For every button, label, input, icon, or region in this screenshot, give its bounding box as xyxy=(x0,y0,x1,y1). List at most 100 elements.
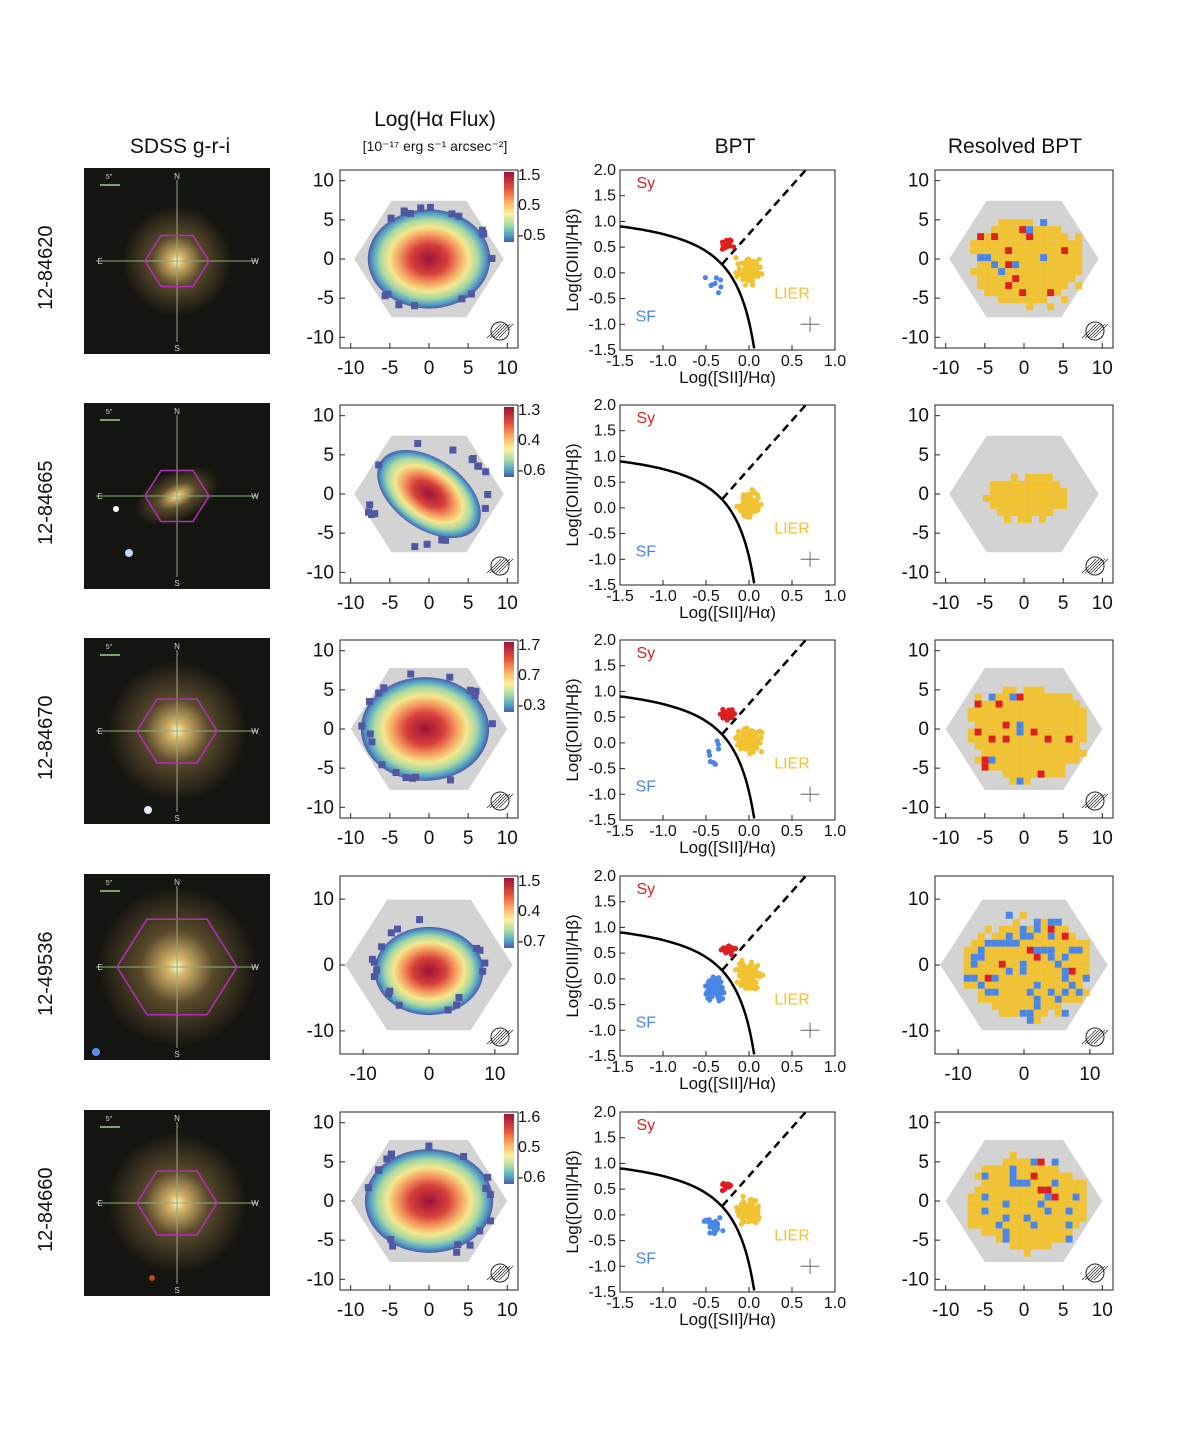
bpt-y-tick-label: 0.0 xyxy=(594,971,616,988)
sf-point xyxy=(707,752,713,758)
colorbar-tick-label: -0.3 xyxy=(518,697,546,714)
sy-spaxel xyxy=(1002,721,1010,729)
sy-point xyxy=(728,709,734,715)
lier-spaxel xyxy=(1075,268,1083,276)
lier-spaxel xyxy=(1012,282,1020,290)
bpt-y-axis-label: Log([OIII]/Hβ) xyxy=(563,914,582,1017)
sf-point xyxy=(707,1230,713,1236)
lier-point xyxy=(735,261,741,267)
beam-hatch xyxy=(492,1029,508,1045)
lier-spaxel xyxy=(1058,1200,1066,1208)
sf-spaxel xyxy=(977,981,985,989)
lier-spaxel xyxy=(1054,981,1062,989)
compass-south: S xyxy=(174,1050,179,1059)
lier-spaxel xyxy=(1047,303,1055,311)
lier-point xyxy=(746,1204,752,1210)
lier-spaxel xyxy=(991,967,999,975)
sf-point xyxy=(718,284,724,290)
beam-hatch xyxy=(1081,323,1097,339)
lier-spaxel xyxy=(1040,282,1048,290)
lier-spaxel xyxy=(1038,501,1046,509)
lier-spaxel xyxy=(1005,219,1013,227)
lier-spaxel xyxy=(1040,925,1048,933)
x-tick-label: -5 xyxy=(976,593,993,614)
sf-spaxel xyxy=(1065,1207,1073,1215)
lier-spaxel xyxy=(1047,261,1055,269)
sf-spaxel xyxy=(1012,261,1020,269)
y-tick-label: -10 xyxy=(902,1269,929,1290)
lier-spaxel xyxy=(1044,700,1052,708)
lier-spaxel xyxy=(1065,1172,1073,1180)
lier-spaxel xyxy=(1024,473,1032,481)
lier-spaxel xyxy=(1061,275,1069,283)
lier-spaxel xyxy=(1075,953,1083,961)
lier-spaxel xyxy=(1051,1214,1059,1222)
lier-spaxel xyxy=(1002,756,1010,764)
lier-spaxel xyxy=(1068,932,1076,940)
lier-spaxel xyxy=(1023,1242,1031,1250)
bpt-x-tick-label: 1.0 xyxy=(824,588,846,605)
beam-hatch xyxy=(489,793,505,809)
lier-spaxel xyxy=(1058,1235,1066,1243)
lier-spaxel xyxy=(1024,515,1032,523)
lier-spaxel xyxy=(1072,1221,1080,1229)
sf-spaxel xyxy=(1061,953,1069,961)
lier-spaxel xyxy=(1030,749,1038,757)
lier-spaxel xyxy=(1038,494,1046,502)
bpt-y-tick-label: -0.5 xyxy=(588,997,616,1014)
lier-spaxel xyxy=(1065,728,1073,736)
ha-edge-spaxel xyxy=(370,973,378,981)
lier-spaxel xyxy=(1009,1186,1017,1194)
bpt-y-tick-label: 0.5 xyxy=(594,709,616,726)
sy-spaxel xyxy=(1002,735,1010,743)
lier-point xyxy=(740,492,747,498)
region-label-sf: SF xyxy=(636,779,657,796)
lier-spaxel xyxy=(988,749,996,757)
beam-hatch xyxy=(492,793,508,809)
lier-spaxel xyxy=(1005,233,1013,241)
lier-spaxel xyxy=(991,932,999,940)
foreground-star xyxy=(144,806,152,814)
ha-edge-spaxel xyxy=(416,916,424,924)
lier-spaxel xyxy=(1030,1242,1038,1250)
lier-spaxel xyxy=(1012,1009,1020,1017)
lier-spaxel xyxy=(1058,742,1066,750)
lier-spaxel xyxy=(977,275,985,283)
lier-spaxel xyxy=(995,1228,1003,1236)
lier-spaxel xyxy=(1023,1207,1031,1215)
lier-spaxel xyxy=(1054,1002,1062,1010)
lier-spaxel xyxy=(1047,939,1055,947)
lier-spaxel xyxy=(1058,1179,1066,1187)
ha-edge-spaxel xyxy=(389,1242,397,1250)
lier-spaxel xyxy=(967,1193,975,1201)
beam-hatch xyxy=(1090,558,1106,574)
lier-spaxel xyxy=(1061,995,1069,1003)
sf-spaxel xyxy=(1026,1009,1034,1017)
lier-spaxel xyxy=(991,247,999,255)
lier-spaxel xyxy=(1002,1158,1010,1166)
lier-spaxel xyxy=(1017,494,1025,502)
lier-spaxel xyxy=(981,728,989,736)
lier-spaxel xyxy=(1009,728,1017,736)
y-tick-label: -5 xyxy=(912,1230,929,1251)
lier-point xyxy=(759,729,765,736)
sf-spaxel xyxy=(1040,219,1048,227)
sf-spaxel xyxy=(998,268,1006,276)
lier-spaxel xyxy=(1052,480,1060,488)
ha-edge-spaxel xyxy=(380,684,388,692)
x-tick-label: 5 xyxy=(463,1300,474,1321)
lier-point xyxy=(734,274,740,280)
beam-hatch xyxy=(1084,793,1100,809)
sf-point xyxy=(717,1215,723,1221)
lier-spaxel xyxy=(1017,501,1025,509)
sy-spaxel xyxy=(1037,1186,1045,1194)
row-label-galaxy-id: 12-84660 xyxy=(35,1167,57,1252)
y-tick-label: -10 xyxy=(902,1021,929,1042)
bpt-x-axis-label: Log([SII]/Hα) xyxy=(679,838,776,857)
lier-spaxel xyxy=(1065,1186,1073,1194)
lier-spaxel xyxy=(1038,487,1046,495)
lier-spaxel xyxy=(1068,240,1076,248)
lier-spaxel xyxy=(1003,508,1011,516)
lier-spaxel xyxy=(1016,770,1024,778)
lier-spaxel xyxy=(1023,756,1031,764)
